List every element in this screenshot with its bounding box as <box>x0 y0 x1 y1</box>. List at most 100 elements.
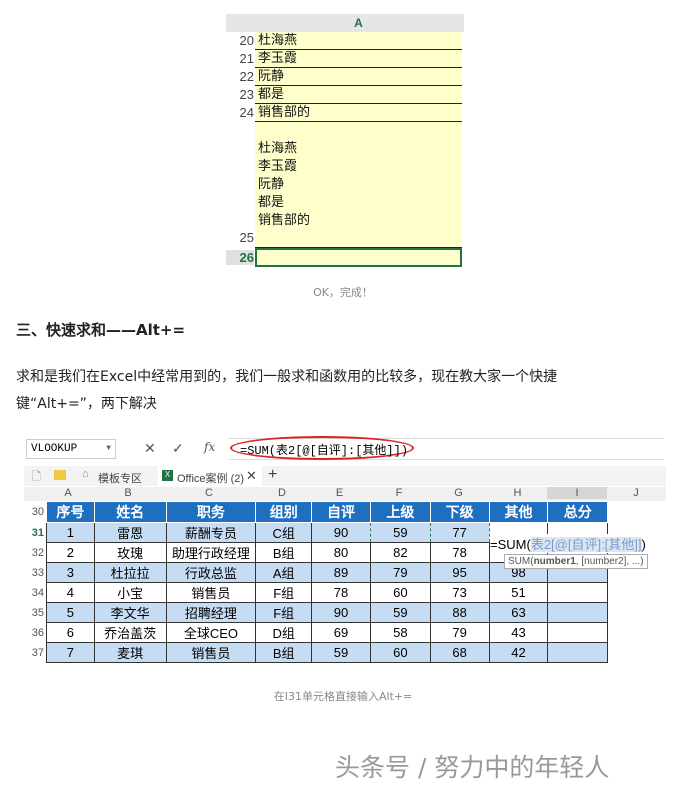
cell[interactable]: 销售部的 <box>255 104 462 122</box>
table-cell[interactable] <box>547 582 609 603</box>
table-cell[interactable]: 79 <box>429 622 490 643</box>
table-cell[interactable]: 90 <box>311 522 371 543</box>
table-cell[interactable]: 招聘经理 <box>165 602 257 623</box>
cell[interactable]: 都是 <box>255 86 462 104</box>
table-cell[interactable]: 78 <box>429 542 490 563</box>
header-cell[interactable]: 姓名 <box>93 501 167 523</box>
empty-cell[interactable] <box>608 643 666 663</box>
table-cell[interactable]: A组 <box>255 562 313 583</box>
column-header[interactable]: G <box>454 487 463 499</box>
table-cell[interactable]: 63 <box>488 602 549 623</box>
table-cell[interactable]: 60 <box>369 642 431 663</box>
table-cell[interactable]: 43 <box>488 622 549 643</box>
name-box[interactable]: VLOOKUP ▼ <box>26 439 116 459</box>
header-cell[interactable]: 其他 <box>488 501 549 523</box>
cell-editor-i31[interactable]: =SUM(表2[@[自评]:[其他]]) <box>490 534 646 553</box>
table-cell[interactable]: B组 <box>255 642 313 663</box>
column-header[interactable]: D <box>278 487 286 499</box>
selected-cell-a26[interactable] <box>255 248 462 267</box>
table-cell[interactable]: 51 <box>488 582 549 603</box>
table-cell[interactable]: 杜拉拉 <box>93 562 167 583</box>
table-cell[interactable]: B组 <box>255 542 313 563</box>
table-cell[interactable]: 行政总监 <box>165 562 257 583</box>
empty-cell[interactable] <box>608 502 666 523</box>
cancel-icon[interactable]: ✕ <box>144 440 156 456</box>
table-cell[interactable]: 乔治盖茨 <box>93 622 167 643</box>
cell[interactable]: 李玉霞 <box>255 50 462 68</box>
cell[interactable]: 阮静 <box>255 68 462 86</box>
table-cell[interactable]: 78 <box>311 582 371 603</box>
table-cell[interactable]: 麦琪 <box>93 642 167 663</box>
table-cell[interactable]: 42 <box>488 642 549 663</box>
table-cell[interactable]: 5 <box>45 602 95 623</box>
empty-cell[interactable] <box>608 623 666 643</box>
table-cell[interactable]: 3 <box>45 562 95 583</box>
table-cell[interactable] <box>547 602 609 623</box>
folder-icon[interactable] <box>54 470 66 480</box>
table-cell[interactable]: 助理行政经理 <box>165 542 257 563</box>
table-cell[interactable]: 82 <box>369 542 431 563</box>
table-cell[interactable]: D组 <box>255 622 313 643</box>
header-cell[interactable]: 组别 <box>255 501 313 523</box>
table-cell[interactable]: 88 <box>429 602 490 623</box>
column-header[interactable]: H <box>513 487 522 499</box>
home-icon[interactable]: ⌂ <box>82 468 89 480</box>
table-cell[interactable]: 销售员 <box>165 642 257 663</box>
enter-icon[interactable]: ✓ <box>172 440 184 456</box>
header-cell[interactable]: 自评 <box>311 501 371 523</box>
table-cell[interactable]: F组 <box>255 582 313 603</box>
table-cell[interactable]: 玫瑰 <box>93 542 167 563</box>
table-cell[interactable]: 60 <box>369 582 431 603</box>
header-cell[interactable]: 总分 <box>547 501 609 523</box>
empty-cell[interactable] <box>608 603 666 623</box>
formula-input[interactable] <box>228 438 664 460</box>
table-cell[interactable]: 73 <box>429 582 490 603</box>
table-cell[interactable]: 77 <box>429 522 490 543</box>
table-cell[interactable]: 薪酬专员 <box>165 522 257 543</box>
table-cell[interactable]: 小宝 <box>93 582 167 603</box>
column-header[interactable]: J <box>633 487 639 499</box>
cell[interactable]: 杜海燕 <box>255 32 462 50</box>
column-header[interactable]: A <box>64 487 72 499</box>
table-cell[interactable]: 7 <box>45 642 95 663</box>
tab-templates[interactable]: 模板专区 <box>98 473 142 485</box>
table-cell[interactable]: 4 <box>45 582 95 603</box>
column-header[interactable]: C <box>205 487 213 499</box>
table-cell[interactable]: 雷恩 <box>93 522 167 543</box>
table-cell[interactable]: 59 <box>369 602 431 623</box>
table-cell[interactable]: 全球CEO <box>165 622 257 643</box>
table-cell[interactable]: 95 <box>429 562 490 583</box>
table-cell[interactable]: 68 <box>429 642 490 663</box>
new-file-icon[interactable]: 🗋 <box>32 471 41 483</box>
header-cell[interactable]: 序号 <box>45 501 95 523</box>
table-cell[interactable]: 79 <box>369 562 431 583</box>
table-cell[interactable]: 58 <box>369 622 431 643</box>
table-cell[interactable]: 6 <box>45 622 95 643</box>
column-header[interactable]: B <box>124 487 132 499</box>
table-cell[interactable] <box>547 622 609 643</box>
table-cell[interactable] <box>547 642 609 663</box>
add-tab-icon[interactable]: + <box>268 466 278 483</box>
header-cell[interactable]: 下级 <box>429 501 490 523</box>
table-cell[interactable]: 2 <box>45 542 95 563</box>
table-cell[interactable]: 59 <box>311 642 371 663</box>
table-cell[interactable]: 89 <box>311 562 371 583</box>
table-cell[interactable]: 80 <box>311 542 371 563</box>
table-cell[interactable]: 90 <box>311 602 371 623</box>
close-icon[interactable]: ✕ <box>246 468 257 483</box>
table-cell[interactable]: 59 <box>369 522 431 543</box>
tab-office-case[interactable]: X Office案例 (2) ✕ <box>158 466 262 486</box>
table-cell[interactable]: 李文华 <box>93 602 167 623</box>
column-header[interactable]: F <box>395 487 403 499</box>
table-cell[interactable]: C组 <box>255 522 313 543</box>
column-header[interactable]: E <box>335 487 344 499</box>
header-cell[interactable]: 职务 <box>165 501 257 523</box>
table-cell[interactable]: 1 <box>45 522 95 543</box>
header-cell[interactable]: 上级 <box>369 501 431 523</box>
table-cell[interactable]: 销售员 <box>165 582 257 603</box>
table-cell[interactable]: F组 <box>255 602 313 623</box>
empty-cell[interactable] <box>608 583 666 603</box>
function-icon[interactable]: fx <box>204 440 216 454</box>
column-header[interactable]: I <box>547 487 607 499</box>
table-cell[interactable]: 69 <box>311 622 371 643</box>
